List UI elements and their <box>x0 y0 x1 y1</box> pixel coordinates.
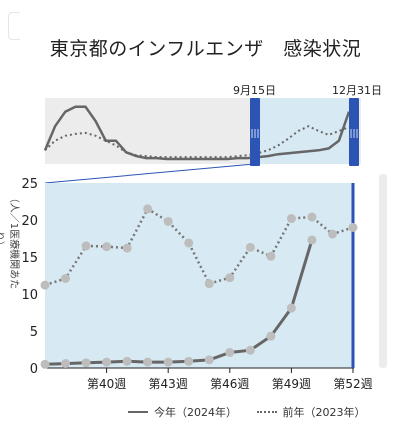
navigator-selected-range[interactable] <box>255 98 355 164</box>
data-point-previous[interactable] <box>286 214 296 224</box>
x-tick-label: 第46週 <box>210 377 249 391</box>
y-tick-label: 5 <box>30 325 38 340</box>
data-point-current[interactable] <box>266 331 276 341</box>
legend-dotted-swatch <box>256 411 277 413</box>
data-point-current[interactable] <box>122 356 132 366</box>
data-point-current[interactable] <box>61 359 71 369</box>
legend-item-current[interactable]: 今年（2024年） <box>128 404 237 420</box>
y-tick-label: 0 <box>30 362 38 377</box>
range-start-handle[interactable] <box>250 98 260 166</box>
legend-label-previous: 前年（2023年） <box>282 406 366 419</box>
data-point-current[interactable] <box>204 355 214 365</box>
y-tick-label: 10 <box>21 288 38 303</box>
y-tick-label: 15 <box>21 251 38 266</box>
x-tick-label: 第49週 <box>272 377 311 391</box>
x-tick-label: 第40週 <box>87 377 126 391</box>
navigator-line-current <box>43 105 351 161</box>
data-point-previous[interactable] <box>81 241 91 251</box>
data-point-previous[interactable] <box>327 229 337 239</box>
range-start-label: 9月15日 <box>233 84 276 97</box>
navigator-line-previous <box>44 125 350 159</box>
y-tick-label: 20 <box>21 214 38 229</box>
data-point-current[interactable] <box>307 235 317 245</box>
data-point-current[interactable] <box>245 345 255 355</box>
data-point-previous[interactable] <box>184 238 194 248</box>
data-point-previous[interactable] <box>307 212 317 222</box>
legend-solid-swatch <box>128 411 148 413</box>
data-point-previous[interactable] <box>266 251 276 261</box>
range-end-handle-grip: ||| <box>349 129 358 139</box>
series-layer <box>40 204 358 369</box>
data-point-previous[interactable] <box>40 280 50 290</box>
data-point-current[interactable] <box>102 357 112 367</box>
data-point-previous[interactable] <box>143 204 153 214</box>
data-point-current[interactable] <box>286 303 296 313</box>
scrollbar-track[interactable] <box>379 174 387 368</box>
data-point-current[interactable] <box>184 356 194 366</box>
range-end-handle[interactable] <box>349 98 359 166</box>
data-point-previous[interactable] <box>163 216 173 226</box>
chart-title: 東京都のインフルエンザ 感染状況 <box>49 38 362 60</box>
data-point-previous[interactable] <box>204 279 214 289</box>
x-axis-ticks: 第40週 第43週 第46週 第49週 第52週 <box>87 368 373 391</box>
y-axis-ticks: 0 5 10 15 20 25 <box>21 177 38 377</box>
series-line-previous <box>44 207 354 287</box>
data-point-current[interactable] <box>225 347 235 357</box>
data-point-previous[interactable] <box>245 242 255 252</box>
data-point-current[interactable] <box>163 357 173 367</box>
y-axis-title: （人／1医療機関あたり） <box>0 192 19 290</box>
data-point-previous[interactable] <box>122 243 132 253</box>
data-point-previous[interactable] <box>102 242 112 252</box>
data-point-previous[interactable] <box>225 273 235 283</box>
legend-label-current: 今年（2024年） <box>154 406 237 419</box>
data-point-current[interactable] <box>143 357 153 367</box>
data-point-previous[interactable] <box>61 273 71 283</box>
zoom-connector-left <box>44 163 255 184</box>
data-point-current[interactable] <box>81 358 91 368</box>
x-tick-label: 第43週 <box>149 377 188 391</box>
x-tick-label: 第52週 <box>333 377 372 391</box>
range-start-handle-grip: ||| <box>250 129 259 139</box>
legend-item-previous[interactable]: 前年（2023年） <box>256 404 366 420</box>
navigator-lines <box>43 105 351 161</box>
legend: 今年（2024年） 前年（2023年） <box>128 403 382 420</box>
plot-area <box>45 183 354 368</box>
y-tick-label: 25 <box>21 177 38 192</box>
top-left-frame <box>8 12 20 40</box>
range-end-label: 12月31日 <box>332 84 382 97</box>
data-point-previous[interactable] <box>348 222 358 232</box>
data-point-current[interactable] <box>40 359 50 369</box>
